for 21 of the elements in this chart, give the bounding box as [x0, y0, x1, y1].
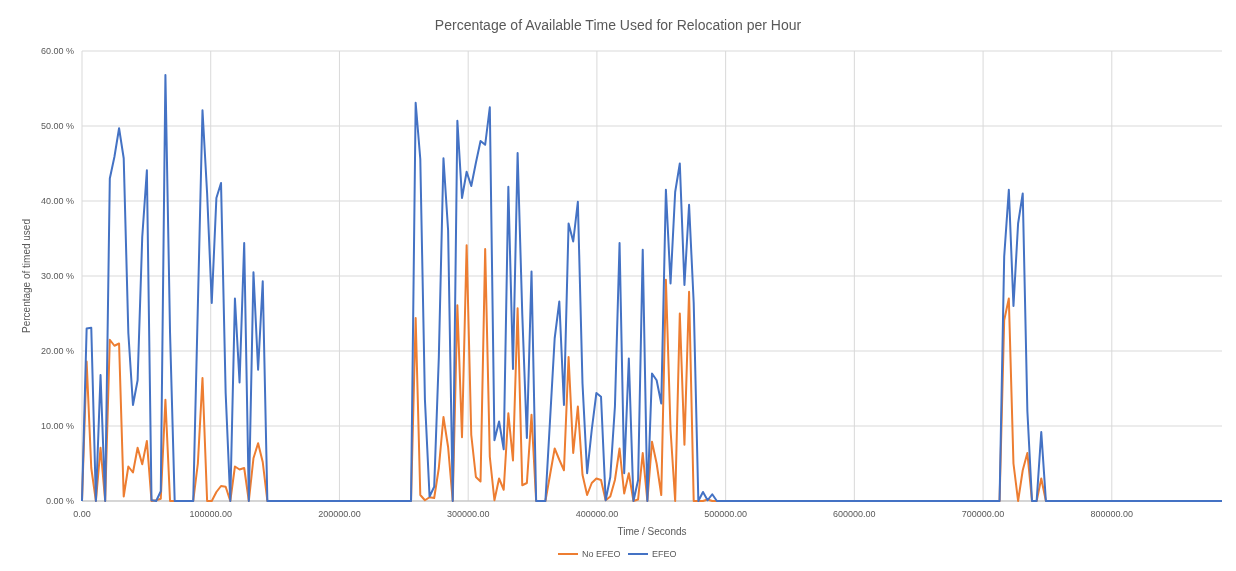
x-tick-label: 100000.00	[189, 509, 232, 519]
legend-label: EFEO	[652, 549, 677, 559]
y-tick-label: 40.00 %	[40, 196, 74, 207]
x-tick-label: 800000.00	[1090, 509, 1134, 519]
x-tick-label: 300000.00	[446, 509, 490, 519]
x-tick-label: 0.00	[73, 509, 91, 519]
y-tick-label: 10.00 %	[40, 421, 74, 432]
y-axis-title: Percentage of timed used	[21, 219, 32, 333]
y-tick-label: 30.00 %	[40, 271, 74, 282]
y-tick-label: 50.00 %	[40, 121, 74, 132]
x-tick-label: 400000.00	[575, 509, 619, 519]
y-tick-label: 20.00 %	[40, 346, 74, 357]
x-tick-label: 200000.00	[318, 509, 361, 519]
legend-label: No EFEO	[582, 549, 621, 559]
x-axis-title: Time / Seconds	[617, 526, 687, 537]
x-tick-label: 700000.00	[961, 509, 1005, 519]
x-tick-label: 600000.00	[833, 509, 876, 519]
x-tick-label: 500000.00	[704, 509, 747, 519]
chart-title: Percentage of Available Time Used for Relocation per Hour	[434, 17, 802, 33]
y-tick-label: 0.00 %	[45, 496, 74, 507]
y-tick-label: 60.00 %	[40, 46, 74, 57]
